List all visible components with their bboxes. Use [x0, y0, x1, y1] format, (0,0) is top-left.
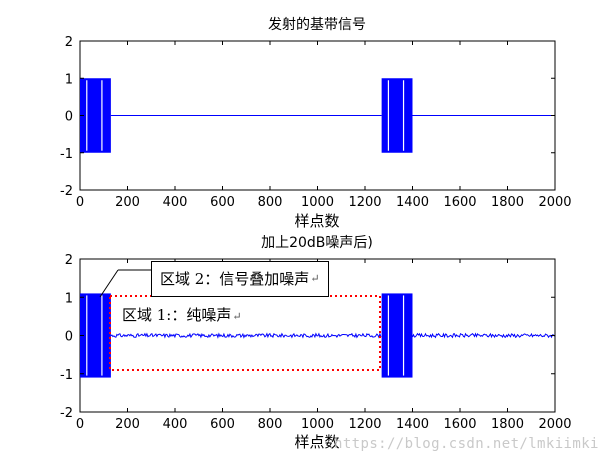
top-x-tick-label: 200	[115, 195, 140, 210]
region-2-callout: 区域 2：信号叠加噪声 ↵	[151, 261, 329, 297]
top-x-tick-label: 0	[76, 195, 84, 210]
top-chart-title: 发射的基带信号	[268, 16, 366, 33]
bottom-noise-trace-1	[110, 332, 382, 339]
bottom-x-tick-label: 1800	[491, 417, 524, 432]
top-y-tick-label: 1	[65, 72, 73, 87]
paragraph-mark: ↵	[310, 272, 320, 285]
region-1-callout-text: 区域 1:：纯噪声	[122, 306, 232, 324]
top-subplot: 发射的基带信号 0 200 400 600 800 1000 1200 1400 1600 180…	[60, 16, 572, 230]
paragraph-mark: ↵	[232, 310, 242, 323]
top-x-axis-label: 样点数	[294, 212, 339, 230]
top-data-burst-0	[80, 78, 111, 153]
top-x-tick-label: 1800	[491, 195, 524, 210]
bottom-y-tick-label: 0	[65, 330, 73, 345]
top-x-tick-label: 1000	[301, 195, 334, 210]
top-y-tick-label: -2	[60, 184, 73, 199]
bottom-x-tick-label: 1000	[301, 417, 334, 432]
top-y-tick-label: -1	[60, 147, 73, 162]
bottom-chart-title: 加上20dB噪声后)	[261, 235, 373, 251]
top-y-tick-label: 2	[65, 35, 73, 50]
bottom-x-tick-label: 1400	[396, 417, 429, 432]
top-x-tick-label: 1600	[443, 195, 476, 210]
bottom-axis-ticks: 0 200 400 600 800 1000 1200 1400 1600 1800 2000 -2 -…	[60, 253, 572, 432]
region-1-callout: 区域 1:：纯噪声↵	[120, 306, 244, 326]
bottom-x-tick-label: 1600	[443, 417, 476, 432]
top-x-tick-label: 800	[258, 195, 283, 210]
bottom-noisy-signal-plot	[80, 293, 555, 378]
top-y-tick-label: 0	[65, 110, 73, 125]
bottom-y-tick-label: 2	[65, 253, 73, 268]
region-2-callout-text: 区域 2：信号叠加噪声	[160, 270, 310, 288]
bottom-x-tick-label: 0	[76, 417, 84, 432]
top-x-tick-label: 1400	[396, 195, 429, 210]
watermark: https://blog.csdn.net/lmkiimki	[334, 436, 599, 452]
top-data-burst-2	[381, 78, 413, 153]
bottom-data-burst-2	[381, 293, 413, 378]
top-x-tick-label: 2000	[538, 195, 571, 210]
bottom-x-axis-label: 样点数	[294, 433, 339, 451]
bottom-y-tick-label: 1	[65, 291, 73, 306]
bottom-y-tick-label: -1	[60, 368, 73, 383]
bottom-data-burst-0	[80, 293, 111, 378]
top-x-tick-label: 600	[210, 195, 235, 210]
bottom-noise-trace-3	[412, 332, 555, 339]
top-x-tick-label: 400	[163, 195, 188, 210]
top-axis-ticks: 0 200 400 600 800 1000 1200 1400 1600 1800 2000 -2 -…	[60, 35, 572, 210]
bottom-x-tick-label: 800	[258, 417, 283, 432]
bottom-x-tick-label: 200	[115, 417, 140, 432]
region-2-pointer-line-b	[99, 269, 119, 298]
top-signal-plot	[80, 78, 555, 153]
bottom-x-tick-label: 1200	[348, 417, 381, 432]
bottom-y-tick-label: -2	[60, 406, 73, 421]
bottom-x-tick-label: 600	[210, 417, 235, 432]
top-x-tick-label: 1200	[348, 195, 381, 210]
bottom-x-tick-label: 2000	[538, 417, 571, 432]
bottom-x-tick-label: 400	[163, 417, 188, 432]
